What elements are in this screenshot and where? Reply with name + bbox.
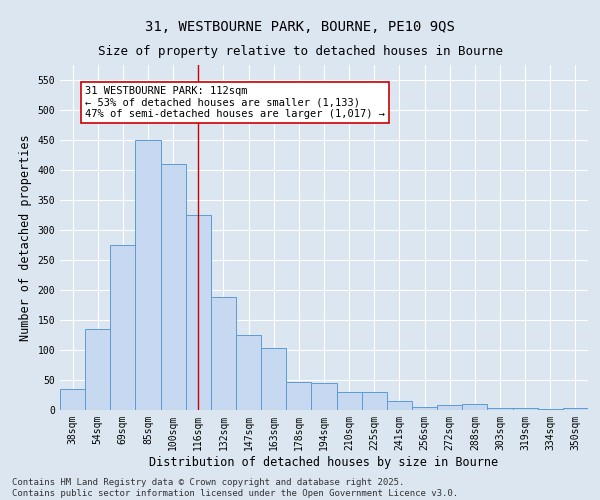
Text: 31 WESTBOURNE PARK: 112sqm
← 53% of detached houses are smaller (1,133)
47% of s: 31 WESTBOURNE PARK: 112sqm ← 53% of deta… bbox=[85, 86, 385, 119]
Text: Size of property relative to detached houses in Bourne: Size of property relative to detached ho… bbox=[97, 45, 503, 58]
Text: 31, WESTBOURNE PARK, BOURNE, PE10 9QS: 31, WESTBOURNE PARK, BOURNE, PE10 9QS bbox=[145, 20, 455, 34]
Bar bbox=[60, 389, 85, 410]
Bar bbox=[538, 409, 563, 410]
Text: Contains HM Land Registry data © Crown copyright and database right 2025.
Contai: Contains HM Land Registry data © Crown c… bbox=[12, 478, 458, 498]
Bar bbox=[186, 215, 211, 410]
Bar bbox=[412, 407, 437, 410]
Bar bbox=[487, 408, 512, 410]
Bar bbox=[85, 329, 110, 410]
Bar bbox=[110, 245, 136, 410]
Bar bbox=[563, 408, 588, 410]
Bar bbox=[211, 297, 236, 410]
X-axis label: Distribution of detached houses by size in Bourne: Distribution of detached houses by size … bbox=[149, 456, 499, 468]
Bar bbox=[512, 408, 538, 410]
Bar bbox=[261, 348, 286, 410]
Bar bbox=[161, 164, 186, 410]
Bar bbox=[462, 404, 487, 410]
Bar bbox=[437, 405, 462, 410]
Bar bbox=[311, 383, 337, 410]
Y-axis label: Number of detached properties: Number of detached properties bbox=[19, 134, 32, 341]
Bar bbox=[362, 392, 387, 410]
Bar bbox=[236, 335, 261, 410]
Bar bbox=[286, 382, 311, 410]
Bar bbox=[387, 401, 412, 410]
Bar bbox=[136, 140, 161, 410]
Bar bbox=[337, 392, 362, 410]
